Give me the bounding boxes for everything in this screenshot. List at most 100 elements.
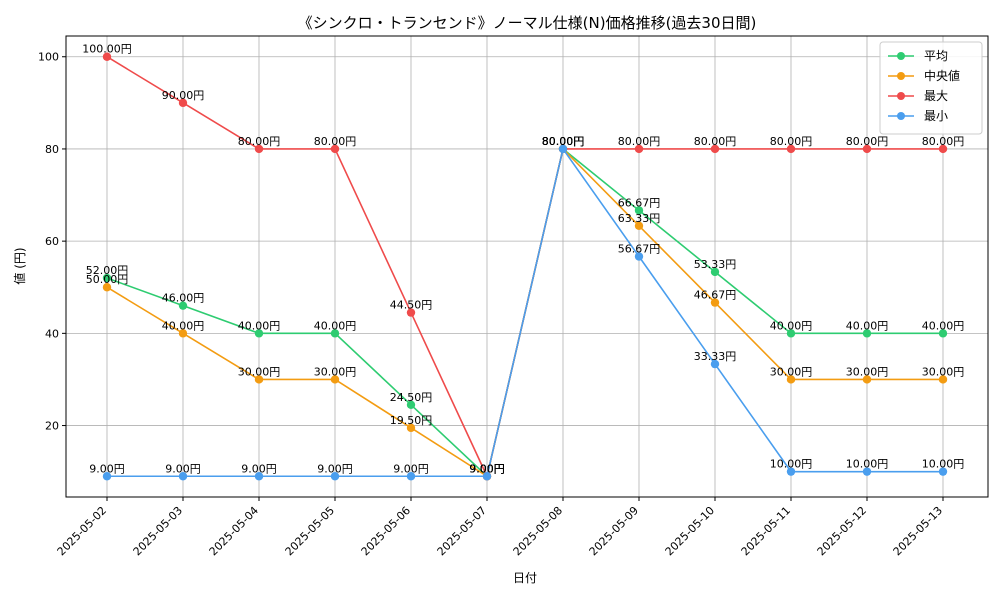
data-label: 10.00円 <box>922 458 965 471</box>
data-label: 40.00円 <box>770 319 813 332</box>
legend-marker <box>897 72 905 80</box>
data-point <box>710 359 720 369</box>
data-point <box>406 400 416 409</box>
legend-label: 最小 <box>924 109 948 123</box>
data-point <box>254 144 264 154</box>
data-point <box>862 375 872 384</box>
legend-marker <box>897 52 905 60</box>
grid-layer <box>66 36 988 497</box>
data-label: 40.00円 <box>846 319 889 332</box>
data-label: 33.33円 <box>694 350 737 363</box>
data-point <box>634 221 644 230</box>
series-line-3 <box>107 147 943 478</box>
data-point <box>786 467 796 476</box>
data-label: 80.00円 <box>846 135 889 148</box>
y-tick-label: 100 <box>38 51 59 64</box>
data-label: 44.50円 <box>390 299 433 312</box>
data-label: 40.00円 <box>162 319 205 332</box>
x-tick-label: 2025-05-08 <box>511 504 565 558</box>
data-label: 30.00円 <box>770 365 813 378</box>
data-label-layer: 52.00円 46.00円 40.00円 40.00円 24.50円 9.00円 80.00… <box>82 43 964 476</box>
data-point <box>938 329 948 338</box>
data-label: 30.00円 <box>846 365 889 378</box>
x-axis-label: 日付 <box>513 571 537 585</box>
x-tick-label: 2025-05-12 <box>815 504 869 558</box>
y-tick-label: 60 <box>45 235 59 248</box>
data-label: 63.33円 <box>618 212 661 225</box>
data-point <box>862 144 872 154</box>
data-label: 46.00円 <box>162 292 205 305</box>
data-point <box>406 472 416 481</box>
data-point <box>102 52 112 61</box>
data-label: 80.00円 <box>770 135 813 148</box>
legend-marker <box>897 92 905 100</box>
y-tick-label: 40 <box>45 327 59 340</box>
data-point <box>938 144 948 154</box>
data-label: 9.00円 <box>317 462 353 475</box>
data-label: 46.67円 <box>694 289 737 302</box>
data-point <box>406 308 416 317</box>
data-point <box>254 472 264 481</box>
data-point <box>254 329 264 338</box>
data-point <box>938 467 948 476</box>
data-label: 10.00円 <box>846 458 889 471</box>
plot-frame <box>65 35 989 498</box>
data-label: 52.00円 <box>86 264 129 277</box>
data-label: 80.00円 <box>922 135 965 148</box>
data-point <box>254 375 264 384</box>
data-point <box>710 267 720 277</box>
data-label: 80.00円 <box>542 135 585 148</box>
x-tick-label: 2025-05-02 <box>55 504 109 558</box>
data-label: 30.00円 <box>922 365 965 378</box>
x-tick-label: 2025-05-10 <box>663 504 717 558</box>
series-line-2 <box>106 56 943 479</box>
data-point <box>938 375 948 384</box>
x-tick-label: 2025-05-04 <box>207 504 261 558</box>
data-point <box>786 329 796 338</box>
data-label: 30.00円 <box>238 365 281 378</box>
data-point <box>178 98 188 108</box>
x-tick-label: 2025-05-05 <box>283 504 337 558</box>
data-point <box>634 206 644 215</box>
data-point <box>862 467 872 476</box>
data-label: 80.00円 <box>314 135 357 148</box>
data-point <box>710 144 720 154</box>
data-point <box>786 375 796 384</box>
data-label: 56.67円 <box>618 242 661 255</box>
data-label: 90.00円 <box>162 89 205 102</box>
x-tick-label: 2025-05-09 <box>587 504 641 558</box>
data-point <box>102 283 112 292</box>
legend-marker <box>897 112 905 120</box>
data-point <box>710 298 720 307</box>
data-label: 9.00円 <box>89 462 125 475</box>
x-tick-label: 2025-05-13 <box>891 504 945 558</box>
data-point <box>634 252 644 261</box>
data-label: 9.00円 <box>469 462 505 475</box>
data-point <box>330 472 340 481</box>
data-point <box>330 144 340 154</box>
data-point <box>406 423 416 433</box>
data-label: 80.00円 <box>542 135 585 148</box>
data-label: 80.00円 <box>694 135 737 148</box>
data-label: 40.00円 <box>238 319 281 332</box>
data-point <box>862 329 872 338</box>
x-tick-label: 2025-05-06 <box>359 504 413 558</box>
legend-label: 最大 <box>924 89 948 103</box>
x-tick-label: 2025-05-11 <box>739 504 793 558</box>
data-label: 9.00円 <box>241 462 277 475</box>
data-label: 9.00円 <box>469 462 505 475</box>
data-point <box>178 301 188 310</box>
data-point <box>178 329 188 338</box>
data-point <box>558 144 568 154</box>
data-label: 100.00円 <box>82 43 132 56</box>
data-label: 66.67円 <box>618 196 661 209</box>
data-point <box>330 375 340 384</box>
x-tick-label: 2025-05-07 <box>435 504 489 558</box>
data-point <box>178 472 188 481</box>
data-label: 80.00円 <box>542 135 585 148</box>
data-label: 40.00円 <box>314 319 357 332</box>
data-label: 9.00円 <box>393 462 429 475</box>
data-label: 9.00円 <box>469 462 505 475</box>
